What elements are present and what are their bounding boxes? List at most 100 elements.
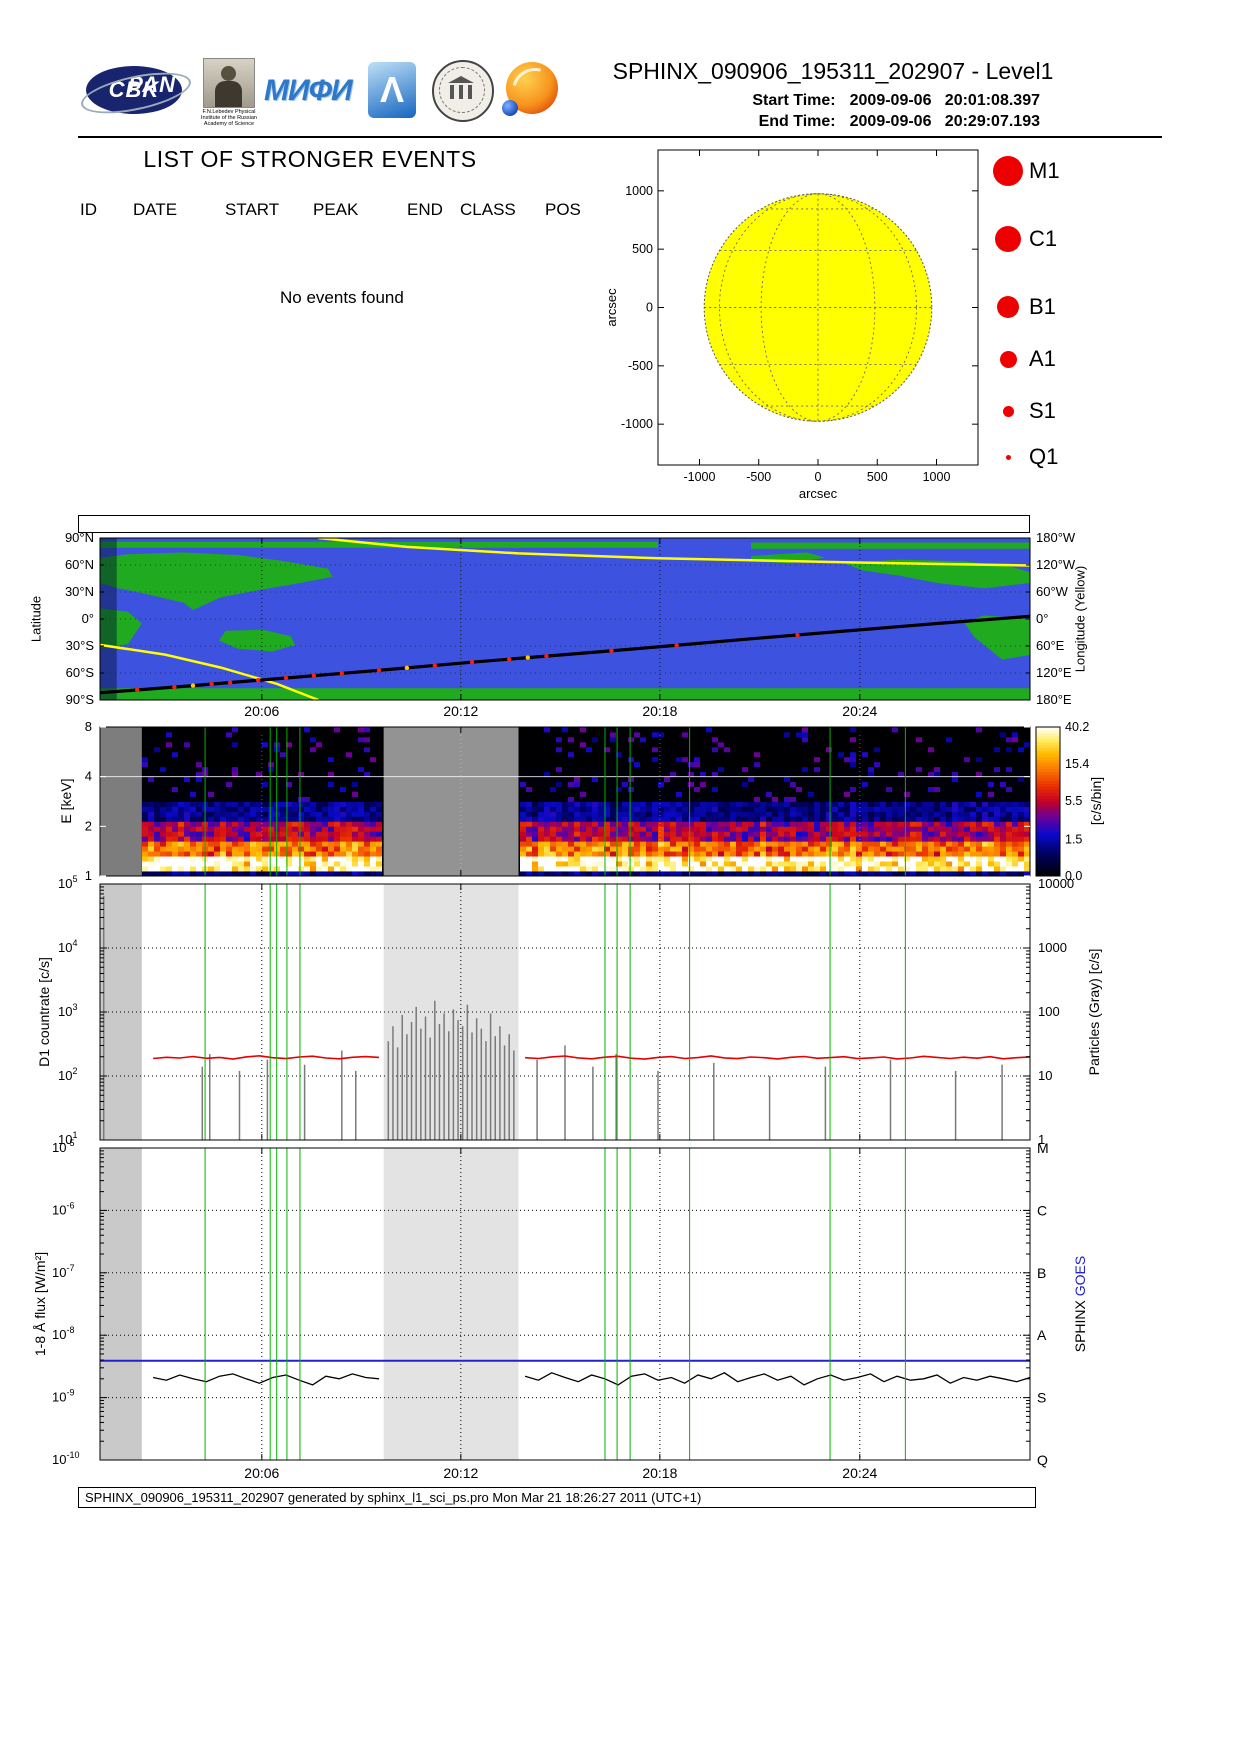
svg-text:90°S: 90°S [66,692,95,707]
cbk-logo-text: CBK [108,77,160,102]
track-event-dot-red [209,681,214,687]
seal-column [450,85,454,99]
header-divider [78,136,1162,138]
svg-text:20:06: 20:06 [244,1465,279,1481]
svg-text:20:24: 20:24 [842,703,877,719]
map-land-australia [219,629,296,652]
svg-text:500: 500 [867,470,888,484]
events-list-title: LIST OF STRONGER EVENTS [143,146,477,172]
solar-disk-plot: -1000 -500 0 500 1000 1000 500 0 -500 -1000 arcsec… [604,149,979,501]
sun-logo [502,59,567,123]
track-event-dot-red [376,668,382,673]
svg-text:8: 8 [85,719,92,734]
map-y2label: Longitude (Yellow) [1072,565,1088,673]
svg-text:102: 102 [58,1066,77,1083]
svg-text:C: C [1037,1202,1047,1218]
events-col-date: DATE [133,200,178,219]
svg-text:60°E: 60°E [1036,638,1065,653]
svg-text:10-7: 10-7 [52,1263,74,1280]
svg-text:120°W: 120°W [1036,557,1076,572]
arch-logo-glyph: Λ [379,69,404,110]
colorbar-label: [c/s/bin] [1088,776,1104,826]
svg-text:B: B [1037,1265,1046,1281]
svg-text:10-6: 10-6 [52,1200,74,1217]
longitude-curve [99,643,319,702]
flare-size-dot [997,296,1019,318]
mephi-logo-text: МИФИ [264,74,353,107]
svg-text:1.5: 1.5 [1065,832,1082,846]
svg-text:15.4: 15.4 [1065,757,1089,771]
svg-text:0: 0 [646,301,653,315]
spectrogram-panel: 8 4 2 1 [85,719,1031,883]
events-col-end: END [407,200,443,219]
earth-icon [502,100,518,116]
ground-track-line [99,614,1031,695]
legend-item-A1: A1 [985,343,1105,375]
svg-text:30°S: 30°S [66,638,95,653]
svg-text:180°E: 180°E [1036,692,1072,707]
svg-text:20:06: 20:06 [244,703,279,719]
svg-text:10000: 10000 [1038,876,1074,891]
svg-text:-1000: -1000 [621,417,653,431]
page-title: SPHINX_090906_195311_202907 - Level1 [612,58,1054,84]
svg-text:Q: Q [1037,1452,1048,1468]
svg-text:1: 1 [85,868,92,883]
track-event-dot-red [609,648,614,653]
solar-disk [703,193,933,422]
map-land-arctic-east [751,542,1030,549]
lebedev-caption: F.N.Lebedev Physical Institute of the Ru… [201,109,257,127]
goes-label: GOES [1072,1255,1088,1297]
map-land-africa-edge [100,608,142,648]
svg-text:105: 105 [58,874,77,891]
svg-text:0: 0 [815,470,822,484]
svg-text:5.5: 5.5 [1065,794,1082,808]
events-col-start: START [225,200,280,219]
svg-text:20:12: 20:12 [443,703,478,719]
track-event-dot-red [172,684,177,690]
svg-text:10-5: 10-5 [52,1138,74,1155]
end-time-label: End Time: [758,113,836,130]
flare-size-label: M1 [1029,158,1060,183]
legend-item-M1: M1 [985,155,1105,187]
flare-size-dot [1002,405,1014,417]
legend-item-C1: C1 [985,223,1105,255]
svg-text:0°: 0° [1036,611,1048,626]
svg-text:M: M [1037,1140,1049,1156]
track-event-dot-red [795,632,800,638]
seal-circle [432,60,494,122]
track-event-dot-yellow [190,683,196,688]
spectrogram-colorbar: 40.2 15.4 5.5 1.5 0.0 [1035,720,1089,883]
flux-source-label: SPHINX GOES [1072,1256,1088,1352]
particles-y2label: Particles (Gray) [c/s] [1086,948,1102,1076]
svg-text:20:24: 20:24 [842,1465,877,1481]
svg-text:90°N: 90°N [65,530,94,545]
university-seal-logo [432,60,494,122]
svg-text:1: 1 [1038,1132,1045,1147]
events-empty-message: No events found [280,288,404,307]
events-col-id: ID [80,200,97,219]
legend-item-S1: S1 [985,395,1105,427]
flare-size-label: S1 [1029,398,1056,423]
track-event-dot-red [228,680,233,685]
svg-text:0.0: 0.0 [1065,869,1082,883]
start-time-value: 2009-09-06 20:01:08.397 [849,92,1040,109]
svg-text:-500: -500 [746,470,771,484]
flare-size-dot [993,156,1023,186]
longitude-curve [318,536,1031,567]
seal-inner-ring [439,67,485,113]
arch-logo: Λ [368,62,416,118]
svg-text:-500: -500 [628,359,653,373]
particle-spikes [102,895,1003,1140]
arch-logo-box: Λ [368,62,416,118]
flare-size-label: Q1 [1029,444,1059,469]
portrait-bust [215,81,242,107]
svg-text:40.2: 40.2 [1065,720,1089,734]
track-event-dot-yellow [404,665,410,671]
svg-text:10-9: 10-9 [52,1388,74,1405]
svg-text:60°N: 60°N [65,557,94,572]
svg-text:120°E: 120°E [1036,665,1072,680]
svg-text:1000: 1000 [923,470,951,484]
svg-text:0°: 0° [82,611,94,626]
track-event-dot-red [507,656,512,662]
